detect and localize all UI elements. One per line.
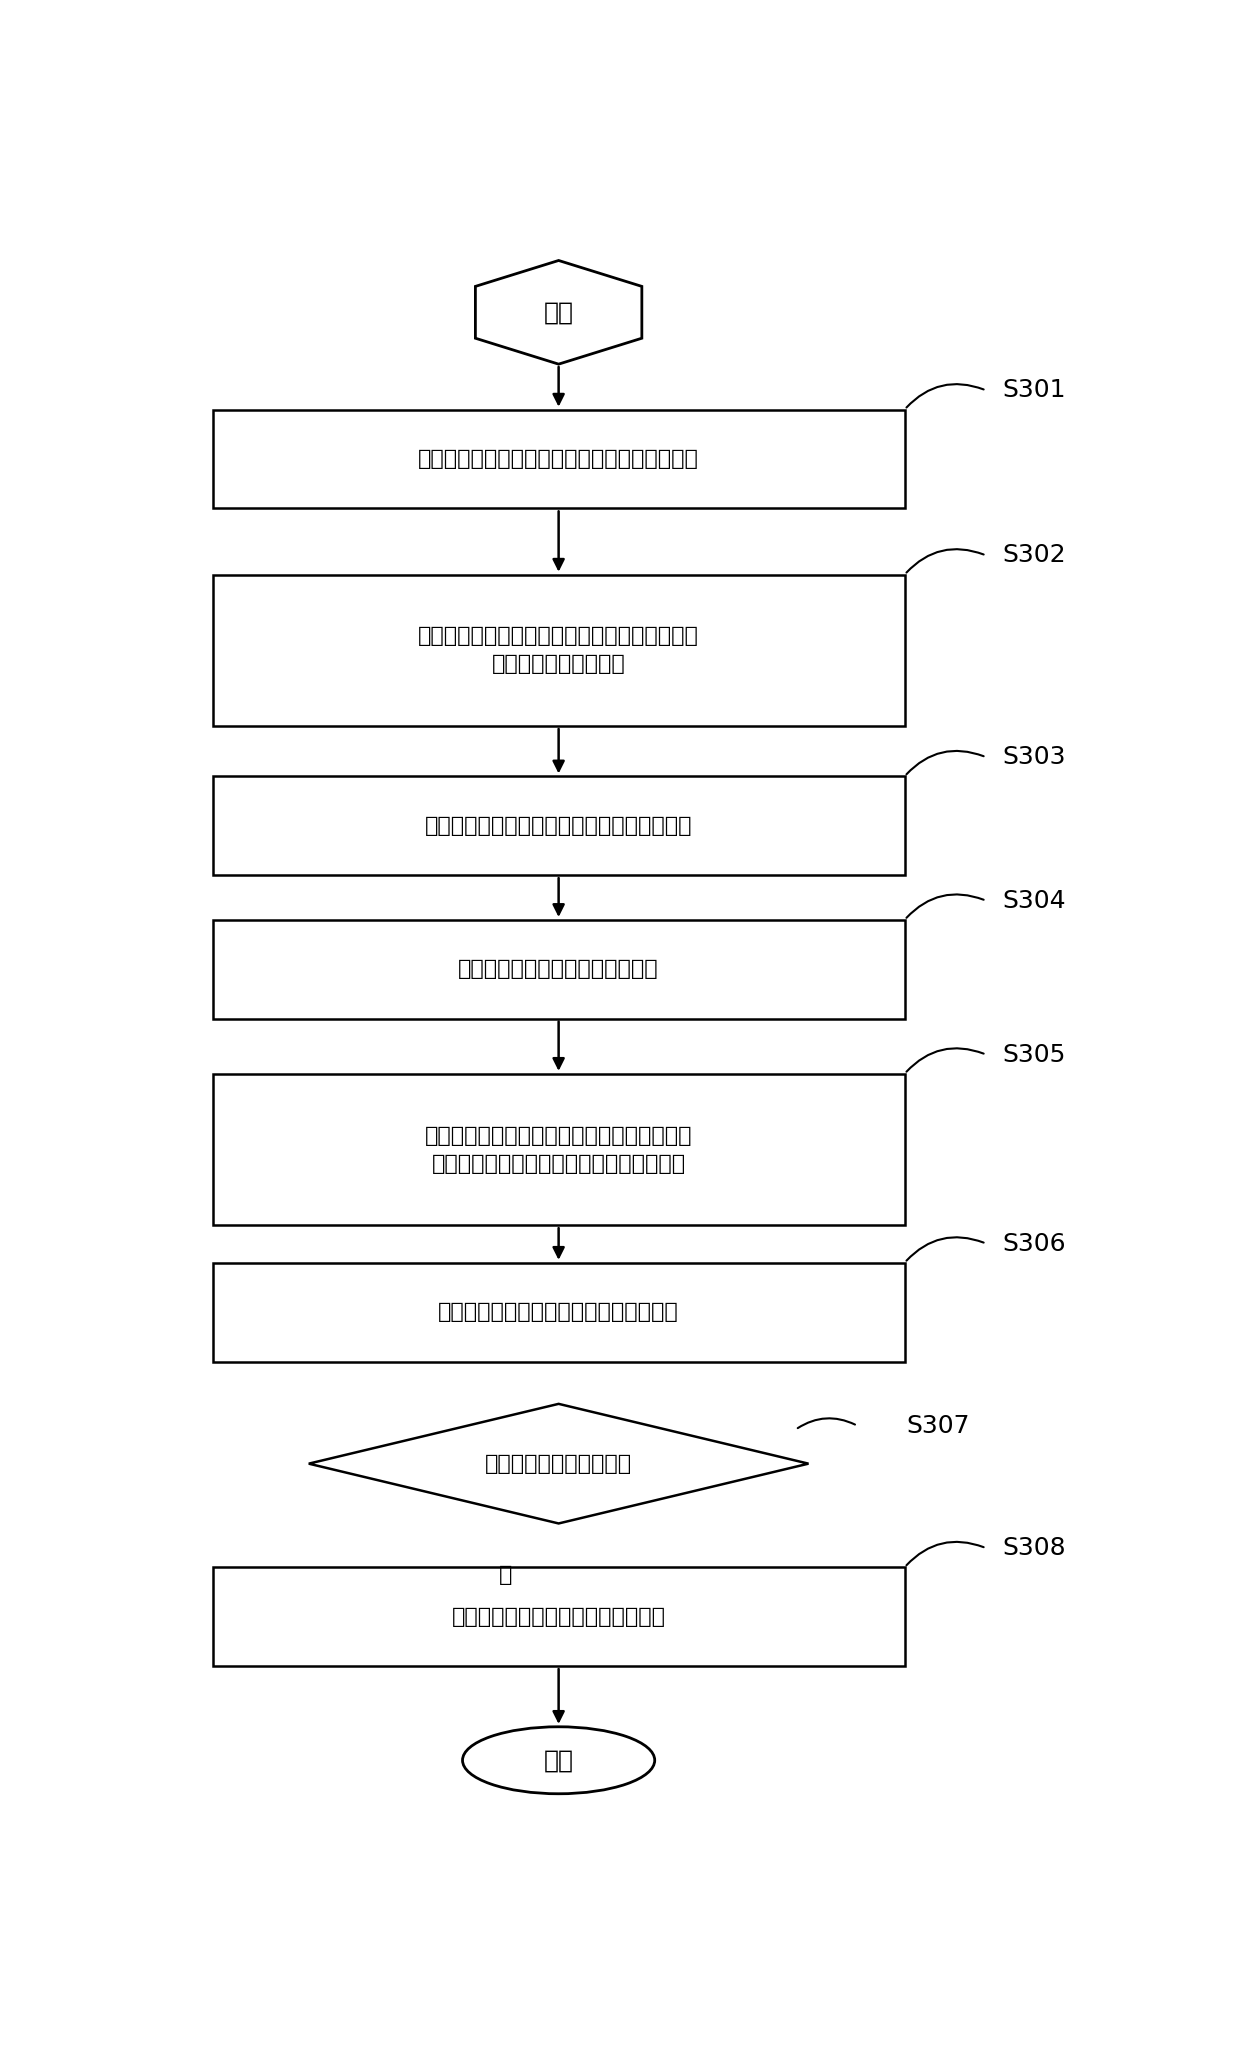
Text: 差値在预设查找范围内？: 差値在预设查找范围内？: [485, 1454, 632, 1475]
Bar: [213, 1073, 904, 1226]
Text: S306: S306: [1002, 1232, 1066, 1255]
Bar: [213, 777, 904, 876]
Text: 结束: 结束: [543, 1748, 574, 1773]
Text: 否: 否: [498, 1566, 512, 1584]
Text: 通过第一信号输出端向自检支路输出自检信号: 通过第一信号输出端向自检支路输出自检信号: [425, 816, 692, 837]
Bar: [213, 410, 904, 509]
Text: S308: S308: [1002, 1537, 1066, 1559]
Text: S305: S305: [1003, 1042, 1066, 1067]
Text: S307: S307: [906, 1414, 970, 1437]
Text: 根据自检支路的阻値和分压支路中的各电阱阻
値，计算得到分压支路输出的理论采样电压: 根据自检支路的阻値和分压支路中的各电阱阻 値，计算得到分压支路输出的理论采样电压: [425, 1125, 692, 1174]
Bar: [213, 1568, 904, 1667]
Polygon shape: [309, 1404, 808, 1524]
Text: 判定热敏电阱温度采集电路出现故障: 判定热敏电阱温度采集电路出现故障: [451, 1607, 666, 1626]
Text: S303: S303: [1003, 746, 1066, 768]
Text: 获取自检支路断开时，分压支路中的各电阱阻値: 获取自检支路断开时，分压支路中的各电阱阻値: [418, 449, 699, 468]
Bar: [213, 1263, 904, 1361]
Bar: [213, 920, 904, 1019]
Text: 通过第二信号输出端向自检支路输出导通控制信
号，控制自检支路导通: 通过第二信号输出端向自检支路输出导通控制信 号，控制自检支路导通: [418, 625, 699, 675]
Polygon shape: [475, 261, 642, 364]
Text: 开始: 开始: [543, 300, 574, 325]
Text: S304: S304: [1002, 888, 1066, 913]
Text: S302: S302: [1002, 543, 1066, 567]
Text: 采集分压支路输出的实际采样电压: 采集分压支路输出的实际采样电压: [459, 959, 658, 980]
Text: S301: S301: [1003, 379, 1066, 402]
Text: 计算实际采样电压和理论采样电压的差値: 计算实际采样电压和理论采样电压的差値: [438, 1303, 680, 1321]
Bar: [213, 574, 904, 727]
Ellipse shape: [463, 1727, 655, 1793]
